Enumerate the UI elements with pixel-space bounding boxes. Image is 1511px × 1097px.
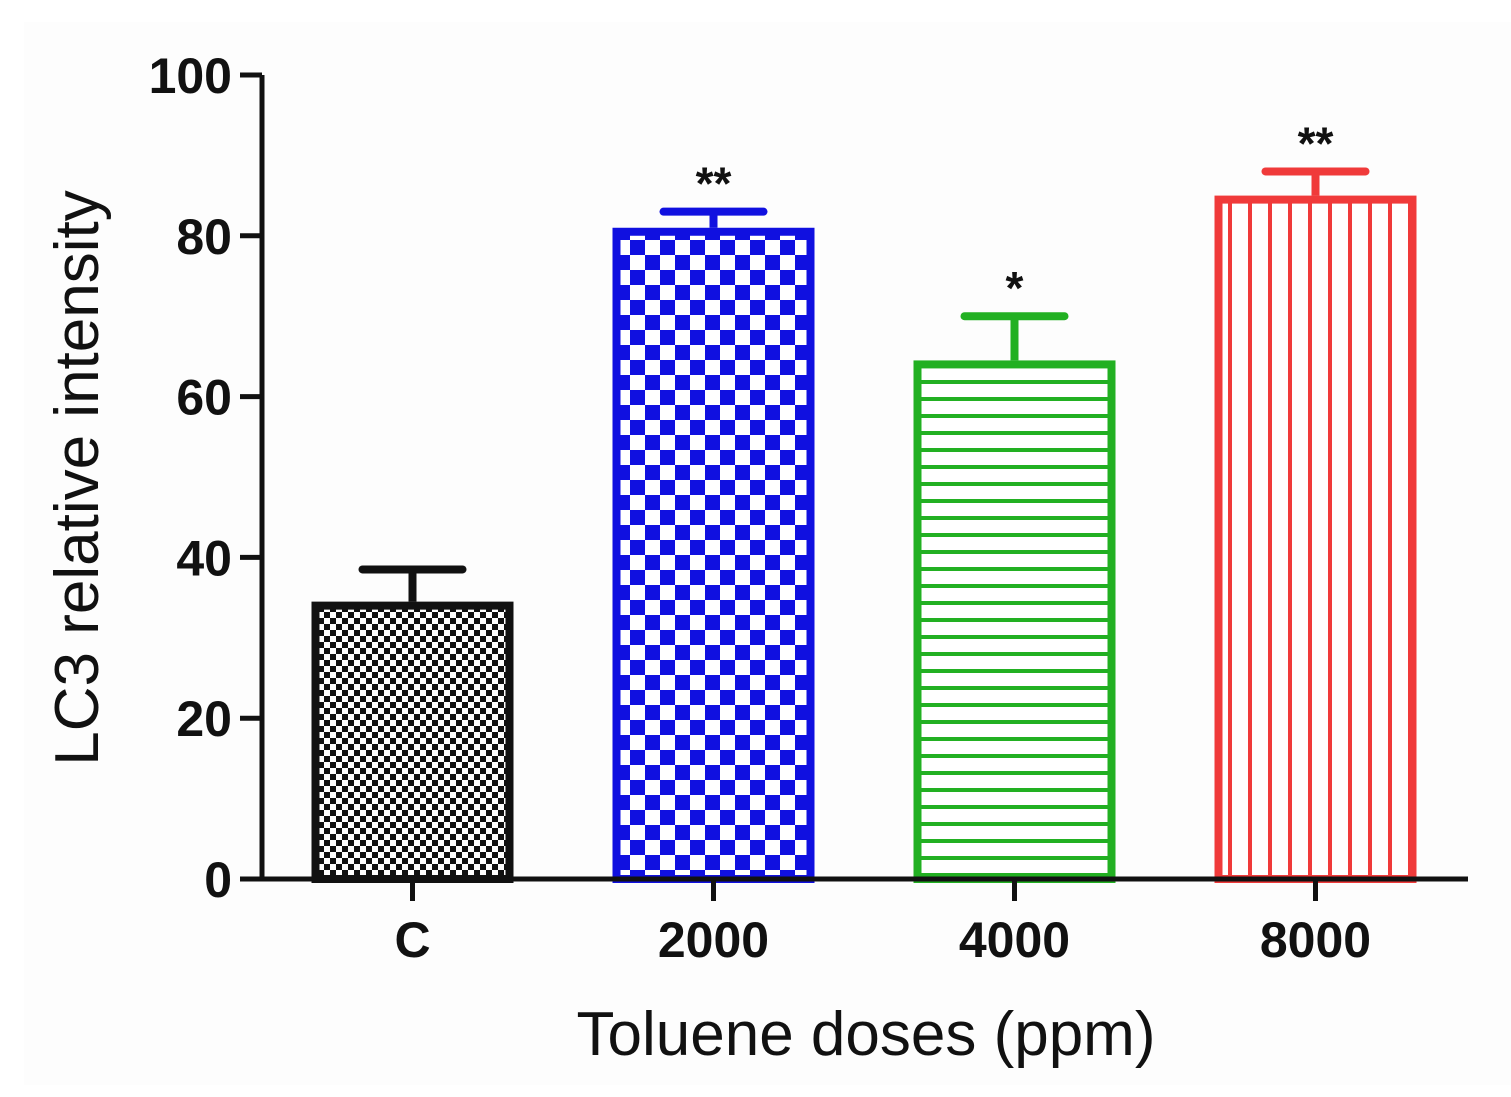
y-tick-label-20: 20 [176, 691, 232, 747]
y-tick-label-60: 60 [176, 370, 232, 426]
y-tick-label-100: 100 [149, 48, 232, 104]
y-tick-label-40: 40 [176, 530, 232, 586]
y-tick-label-80: 80 [176, 209, 232, 265]
x-tick-label-8000: 8000 [1260, 912, 1371, 968]
y-tick-label-0: 0 [204, 852, 232, 908]
significance-label-8000: ** [1298, 117, 1334, 169]
x-axis-title: Toluene doses (ppm) [577, 1000, 1156, 1069]
significance-label-2000: ** [696, 158, 732, 210]
x-tick-label-4000: 4000 [959, 912, 1070, 968]
y-axis-title: LC3 relative intensity [43, 190, 112, 766]
bar-c [311, 601, 514, 883]
x-tick-label-2000: 2000 [658, 912, 769, 968]
bar-4000 [913, 360, 1116, 884]
bar-2000 [612, 227, 815, 883]
significance-label-4000: * [1006, 262, 1024, 314]
bar-8000 [1214, 195, 1417, 884]
x-tick-label-c: C [394, 912, 430, 968]
